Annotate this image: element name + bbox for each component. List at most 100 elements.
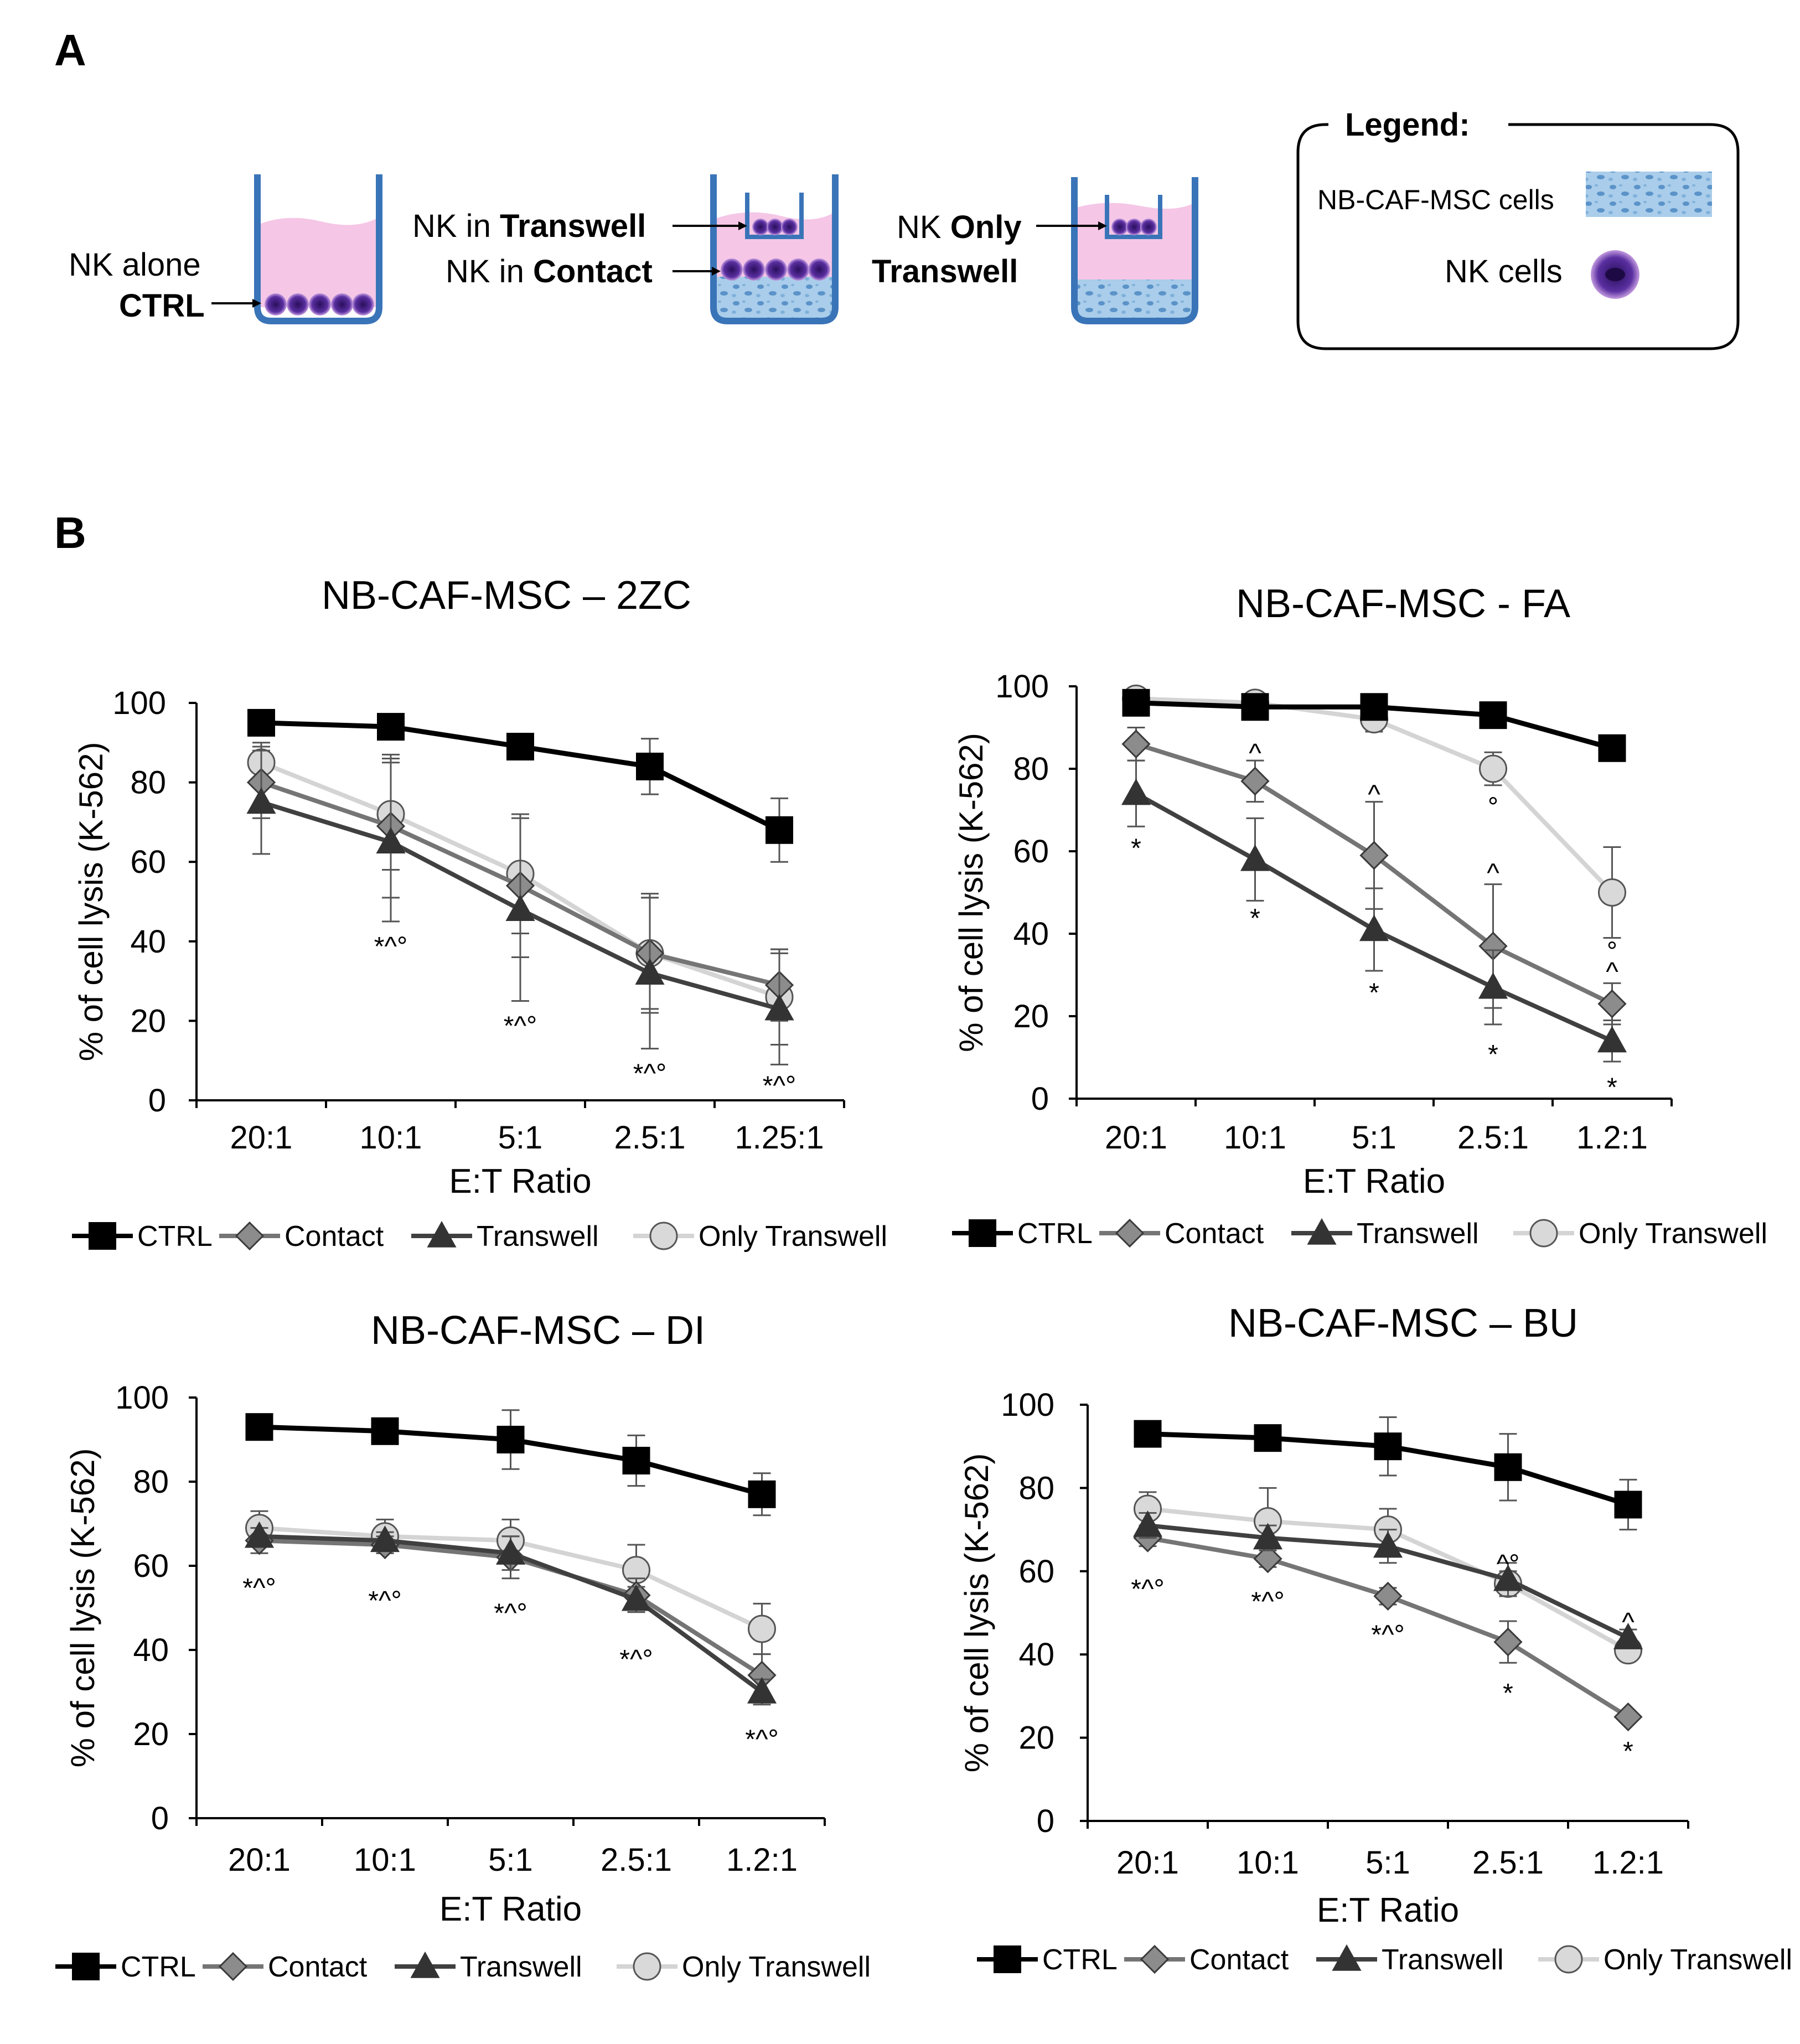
data-point [371,1417,399,1445]
series-transwell [1121,759,1627,1063]
legend-label: Contact [1165,1218,1264,1250]
legend-nk-label: NK cells [1445,253,1563,289]
data-point [1253,1544,1282,1574]
legend-label: Transwell [1382,1944,1504,1976]
contact-transwell-well-illustration [710,174,839,324]
data-point [1132,1510,1163,1537]
data-point [1598,734,1626,762]
x-tick-label: 20:1 [1116,1845,1179,1881]
data-point [505,894,535,922]
significance-annotation: ° [1607,937,1617,966]
data-point [764,993,794,1021]
data-point [1493,1564,1523,1591]
legend-entry-ctrl: CTRL [952,1218,1093,1250]
legend-swatch-marker [1140,1944,1170,1974]
significance-annotation: ° [1488,793,1498,822]
legend-entry-only-transwell: Only Transwell [633,1220,887,1253]
y-tick-label: 0 [151,1800,169,1836]
legend-swatch-marker [72,1953,100,1980]
y-tick-label: 60 [1013,834,1049,870]
x-tick-label: 2.5:1 [601,1842,672,1878]
x-axis-label: E:T Ratio [1303,1162,1445,1200]
x-tick-label: 10:1 [1237,1845,1299,1881]
x-tick-label: 5:1 [488,1842,533,1878]
data-point [1613,1623,1643,1649]
legend-swatch-marker [235,1221,265,1251]
x-tick-label: 10:1 [360,1120,422,1156]
significance-annotation: ^ [1249,739,1261,768]
series-transwell [246,749,794,1065]
y-tick-label: 40 [1013,916,1049,952]
ctrl-label-line2: CTRL [119,288,205,324]
data-point [1494,1453,1522,1481]
x-tick-label: 10:1 [1224,1120,1286,1156]
ctrl-nk-cells [265,293,374,315]
legend-label: Transwell [460,1951,582,1983]
significance-annotation: *^° [1371,1621,1404,1650]
y-tick-label: 40 [133,1632,169,1668]
y-tick-label: 80 [130,765,166,801]
legend-entry-transwell: Transwell [1316,1944,1504,1976]
legend-label: Contact [1189,1944,1289,1976]
y-tick-label: 80 [133,1464,169,1500]
legend-swatch-marker [1115,1218,1145,1248]
legend-entry-only-transwell: Only Transwell [1513,1218,1767,1250]
series-transwell [1132,1510,1643,1649]
legend-swatch-marker [427,1220,457,1248]
significance-annotation: ^° [1497,1550,1520,1579]
legend-entry-contact: Contact [1099,1218,1264,1250]
x-axis-label: E:T Ratio [1317,1891,1459,1929]
contact-nk-cells [721,258,830,281]
legend-swatch-marker [1529,1219,1558,1248]
significance-annotation: ^ [1606,958,1618,987]
only-transwell-label: Transwell [872,253,1018,289]
y-axis-label: % of cell lysis (K-562) [958,1453,995,1773]
chart-legend: CTRL Contact Transwell Only Transwell [55,1951,871,1983]
data-point [765,816,793,844]
y-tick-label: 100 [995,669,1049,705]
x-tick-label: 2.5:1 [614,1120,686,1156]
panel-a-legend: Legend: NB-CAF-MSC cells NK cells [1296,107,1740,350]
y-tick-label: 100 [115,1380,169,1416]
x-tick-label: 5:1 [1365,1845,1410,1881]
legend-swatch-marker [1307,1218,1337,1245]
y-tick-label: 0 [1031,1081,1049,1117]
data-point [1613,1702,1643,1732]
x-tick-label: 2.5:1 [1457,1120,1529,1156]
legend-swatch-marker [1332,1944,1362,1971]
data-point [1478,972,1508,999]
y-tick-label: 40 [1018,1637,1054,1673]
msc-cell-swatch [1586,172,1712,217]
only-transwell-well-illustration [1071,177,1198,324]
legend-entry-contact: Contact [1124,1944,1289,1976]
y-tick-label: 20 [133,1716,169,1752]
legend-swatch-marker [218,1952,248,1981]
chart-title: NB-CAF-MSC – 2ZC [322,573,691,618]
y-tick-label: 20 [1013,998,1049,1034]
legend-entry-contact: Contact [219,1220,384,1253]
x-tick-label: 2.5:1 [1472,1845,1544,1881]
legend-entry-ctrl: CTRL [72,1220,213,1253]
y-tick-label: 0 [148,1083,166,1119]
significance-annotation: * [1369,978,1379,1007]
chart-di: NB-CAF-MSC – DI 0 20 40 60 80 100 20:1 10:1 5:1 2.… [55,1308,871,1983]
chart-2zc: NB-CAF-MSC – 2ZC 0 20 40 60 80 100 20:1 10:1 5:1 2… [72,573,887,1253]
y-tick-label: 40 [130,924,166,960]
data-point [377,713,405,741]
data-point [1253,1523,1283,1550]
series-ctrl [1122,689,1626,762]
data-point [1240,844,1270,871]
x-tick-label: 20:1 [230,1120,293,1156]
nk-only-label: NK Only [897,209,1022,245]
legend-entry-contact: Contact [203,1951,368,1983]
legend-swatch-marker [1554,1945,1583,1974]
x-axis-label: E:T Ratio [439,1890,582,1928]
legend-entry-only-transwell: Only Transwell [1538,1944,1792,1976]
significance-annotation: *^° [368,1586,401,1616]
legend-label: Only Transwell [1579,1218,1767,1250]
data-point [1359,914,1389,941]
chart-legend: CTRL Contact Transwell Only Transwell [952,1218,1767,1250]
data-point [1598,878,1626,907]
legend-swatch-marker [994,1945,1021,1973]
